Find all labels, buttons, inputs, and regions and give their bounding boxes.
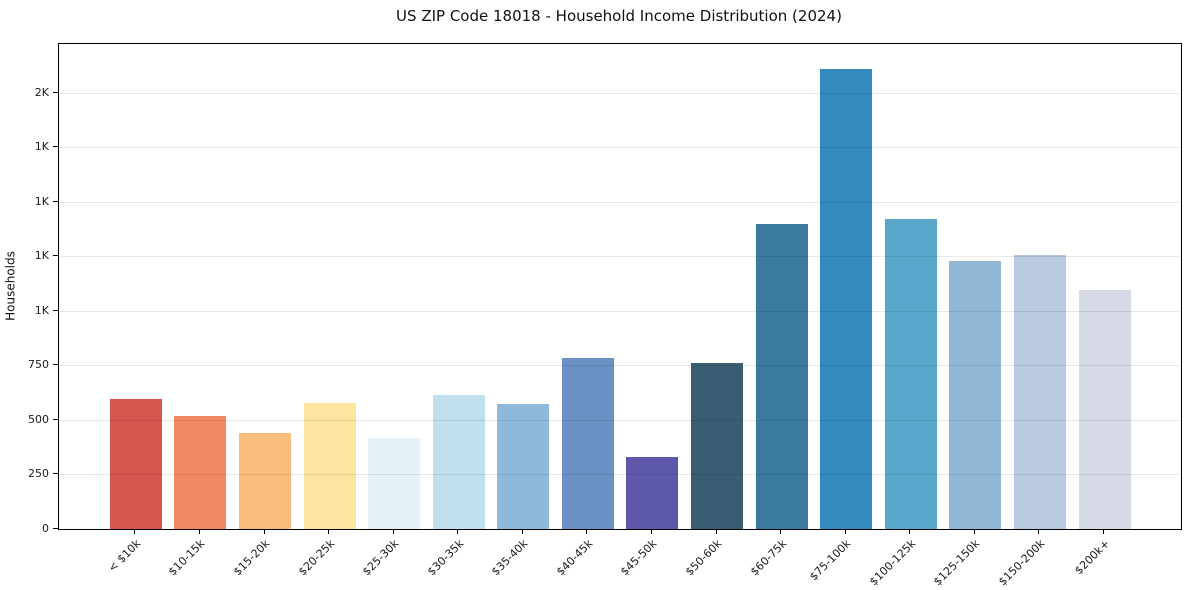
- gridline: [59, 474, 1181, 475]
- bar-$45-50k: [626, 457, 679, 529]
- x-tick-label: < $10k: [105, 537, 144, 575]
- y-tick-mark: [53, 309, 58, 311]
- y-tick-mark: [53, 527, 58, 529]
- x-tick-mark: [1038, 530, 1040, 534]
- bar-< $10k: [109, 399, 162, 529]
- y-axis-label: Households: [3, 251, 18, 321]
- y-tick-label: 1K: [34, 249, 49, 262]
- bar-$200k+: [1078, 289, 1131, 529]
- x-tick-mark: [521, 530, 523, 534]
- x-tick-mark: [844, 530, 846, 534]
- y-tick-mark: [53, 255, 58, 256]
- gridline: [59, 256, 1181, 257]
- bar-$75-100k: [820, 68, 873, 529]
- x-tick-mark: [586, 530, 588, 534]
- bar-$40-45k: [561, 358, 614, 529]
- y-tick-mark: [53, 91, 58, 93]
- x-tick-mark: [1103, 530, 1104, 534]
- x-tick-mark: [328, 530, 329, 534]
- y-tick-label: 250: [28, 467, 49, 480]
- y-tick-mark: [53, 146, 58, 147]
- bar-$60-75k: [755, 224, 808, 529]
- y-tick-mark: [53, 200, 58, 202]
- gridline: [59, 365, 1181, 366]
- x-tick-mark: [457, 530, 459, 534]
- gridline: [59, 92, 1181, 94]
- y-tick-label: 1K: [34, 140, 49, 153]
- gridline: [59, 201, 1181, 203]
- x-tick-mark: [263, 530, 265, 534]
- chart-title: US ZIP Code 18018 - Household Income Dis…: [396, 7, 842, 25]
- y-tick-mark: [53, 418, 58, 420]
- bar-$35-40k: [497, 404, 550, 529]
- bar-$15-20k: [238, 432, 291, 529]
- gridline: [59, 310, 1181, 312]
- y-tick-mark: [53, 473, 58, 474]
- bar-$100-125k: [884, 219, 937, 529]
- x-tick-mark: [909, 530, 911, 534]
- bar-$10-15k: [174, 416, 227, 529]
- y-tick-label: 1K: [34, 194, 49, 208]
- x-tick-mark: [973, 530, 975, 534]
- y-tick-label: 0: [42, 521, 49, 535]
- x-tick-mark: [134, 530, 136, 534]
- x-tick-mark: [715, 530, 717, 534]
- gridline: [59, 419, 1181, 421]
- bar-$25-30k: [368, 437, 421, 529]
- x-tick-mark: [198, 530, 200, 534]
- y-tick-label: 2K: [34, 85, 49, 99]
- bar-$30-35k: [432, 394, 485, 529]
- y-tick-label: 500: [28, 412, 49, 426]
- gridline: [59, 147, 1181, 148]
- x-tick-mark: [650, 530, 652, 534]
- y-tick-label: 1K: [34, 303, 49, 317]
- x-tick-mark: [780, 530, 782, 534]
- bar-$150-200k: [1013, 255, 1066, 529]
- bar-$20-25k: [303, 403, 356, 529]
- plot-area: [58, 43, 1182, 530]
- y-tick-mark: [53, 364, 58, 365]
- bar-$50-60k: [691, 363, 744, 529]
- y-tick-label: 750: [28, 358, 49, 371]
- x-tick-mark: [392, 530, 394, 534]
- bar-$125-150k: [949, 261, 1002, 529]
